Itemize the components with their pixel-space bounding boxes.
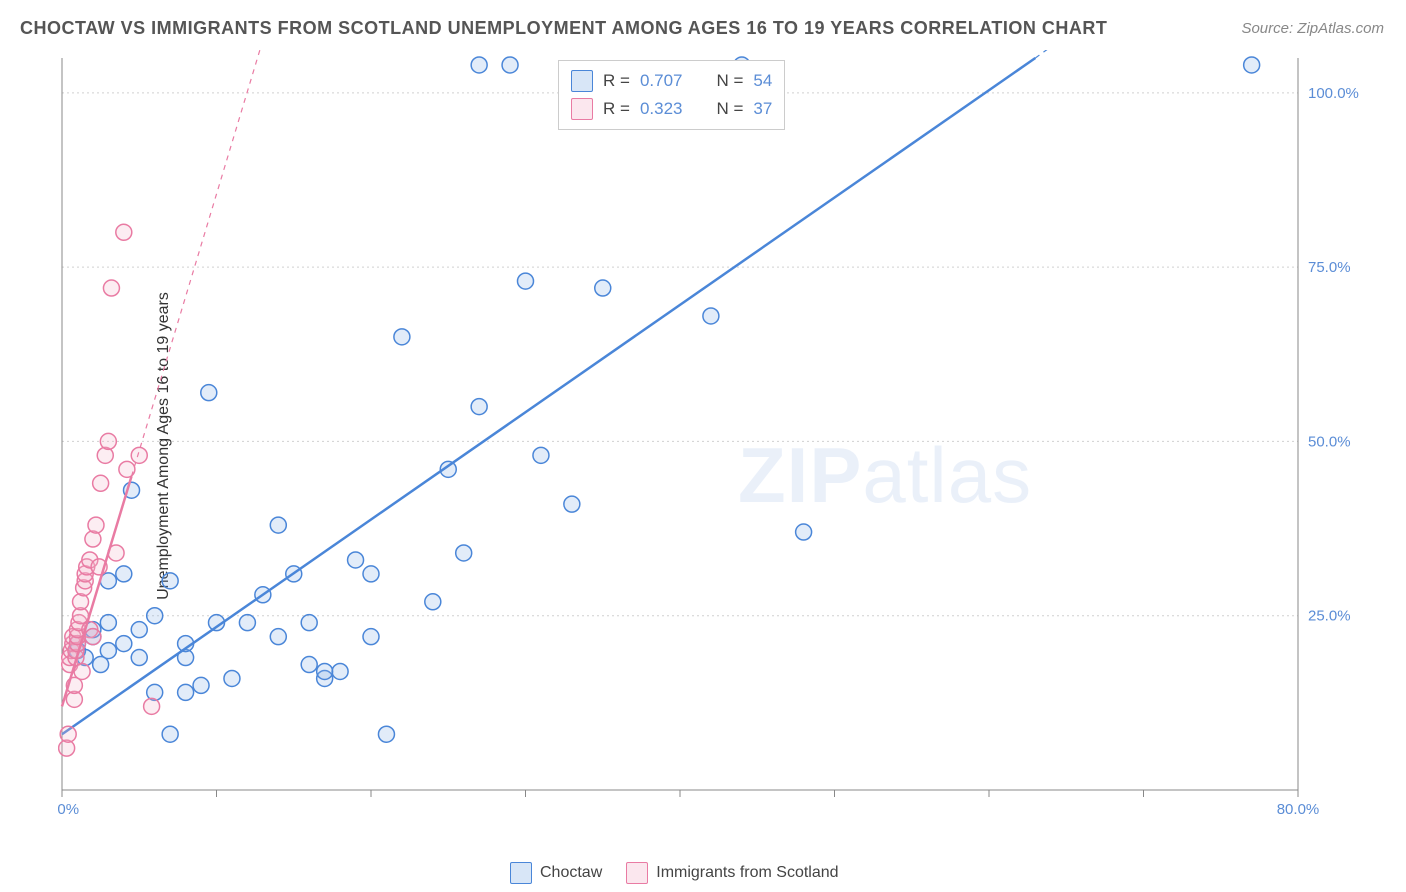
scatter-point bbox=[270, 517, 286, 533]
scatter-point bbox=[100, 643, 116, 659]
scatter-point bbox=[332, 663, 348, 679]
scatter-point bbox=[518, 273, 534, 289]
scatter-point bbox=[193, 677, 209, 693]
scatter-point bbox=[471, 399, 487, 415]
y-tick-label: 25.0% bbox=[1308, 608, 1351, 625]
scatter-point bbox=[301, 657, 317, 673]
scatter-point bbox=[796, 524, 812, 540]
scatter-point bbox=[88, 517, 104, 533]
scatter-point bbox=[100, 615, 116, 631]
scatter-point bbox=[93, 475, 109, 491]
scatter-point bbox=[301, 615, 317, 631]
scatter-point bbox=[425, 594, 441, 610]
y-tick-label: 75.0% bbox=[1308, 259, 1351, 276]
scatter-point bbox=[456, 545, 472, 561]
stat-n-value: 37 bbox=[753, 95, 772, 123]
scatter-point bbox=[378, 726, 394, 742]
chart-svg: 25.0% 50.0% 75.0% 100.0% 0.0% 80.0% bbox=[58, 50, 1378, 830]
scatter-point bbox=[394, 329, 410, 345]
trend-line-dash bbox=[132, 50, 325, 476]
scatter-point bbox=[116, 566, 132, 582]
scatter-point bbox=[270, 629, 286, 645]
chart-title: CHOCTAW VS IMMIGRANTS FROM SCOTLAND UNEM… bbox=[20, 18, 1107, 39]
y-tick-label: 50.0% bbox=[1308, 433, 1351, 450]
scatter-point bbox=[348, 552, 364, 568]
stat-r-value: 0.707 bbox=[640, 67, 683, 95]
legend-label: Immigrants from Scotland bbox=[656, 864, 838, 882]
source-attribution: Source: ZipAtlas.com bbox=[1241, 20, 1384, 37]
scatter-point bbox=[131, 447, 147, 463]
scatter-point bbox=[239, 615, 255, 631]
x-tick-label: 0.0% bbox=[58, 801, 79, 818]
scatter-point bbox=[147, 608, 163, 624]
y-tick-label: 100.0% bbox=[1308, 85, 1359, 102]
scatter-point bbox=[74, 663, 90, 679]
scatter-point bbox=[116, 636, 132, 652]
stat-n-label: N = bbox=[716, 67, 743, 95]
scatter-point bbox=[564, 496, 580, 512]
legend-item: Immigrants from Scotland bbox=[626, 862, 838, 884]
scatter-point bbox=[116, 224, 132, 240]
stat-n-label: N = bbox=[716, 95, 743, 123]
scatter-point bbox=[533, 447, 549, 463]
stat-r-label: R = bbox=[603, 67, 630, 95]
stats-row: R = 0.323 N = 37 bbox=[571, 95, 772, 123]
bottom-legend: Choctaw Immigrants from Scotland bbox=[510, 862, 839, 884]
scatter-point bbox=[103, 280, 119, 296]
scatter-point bbox=[471, 57, 487, 73]
legend-item: Choctaw bbox=[510, 862, 602, 884]
scatter-point bbox=[595, 280, 611, 296]
legend-swatch bbox=[626, 862, 648, 884]
stat-n-value: 54 bbox=[753, 67, 772, 95]
legend-swatch bbox=[571, 98, 593, 120]
scatter-point bbox=[85, 629, 101, 645]
scatter-point bbox=[162, 573, 178, 589]
stats-row: R = 0.707 N = 54 bbox=[571, 67, 772, 95]
stat-r-value: 0.323 bbox=[640, 95, 683, 123]
scatter-point bbox=[131, 650, 147, 666]
stat-r-label: R = bbox=[603, 95, 630, 123]
scatter-point bbox=[100, 433, 116, 449]
scatter-point bbox=[502, 57, 518, 73]
scatter-point bbox=[178, 684, 194, 700]
legend-swatch bbox=[510, 862, 532, 884]
scatter-point bbox=[60, 726, 76, 742]
trend-line-dash bbox=[1035, 50, 1112, 58]
scatter-point bbox=[224, 670, 240, 686]
scatter-point bbox=[703, 308, 719, 324]
scatter-point bbox=[363, 566, 379, 582]
scatter-point bbox=[201, 385, 217, 401]
scatter-point bbox=[131, 622, 147, 638]
legend-label: Choctaw bbox=[540, 864, 602, 882]
scatter-point bbox=[363, 629, 379, 645]
legend-swatch bbox=[571, 70, 593, 92]
plot-area: 25.0%50.0%75.0%100.0%0.0%80.0% ZIPatlas … bbox=[58, 50, 1378, 830]
scatter-point bbox=[1244, 57, 1260, 73]
stats-box: R = 0.707 N = 54 R = 0.323 N = 37 bbox=[558, 60, 785, 130]
scatter-point bbox=[317, 663, 333, 679]
scatter-point bbox=[162, 726, 178, 742]
scatter-point bbox=[144, 698, 160, 714]
x-tick-label: 80.0% bbox=[1277, 801, 1320, 818]
